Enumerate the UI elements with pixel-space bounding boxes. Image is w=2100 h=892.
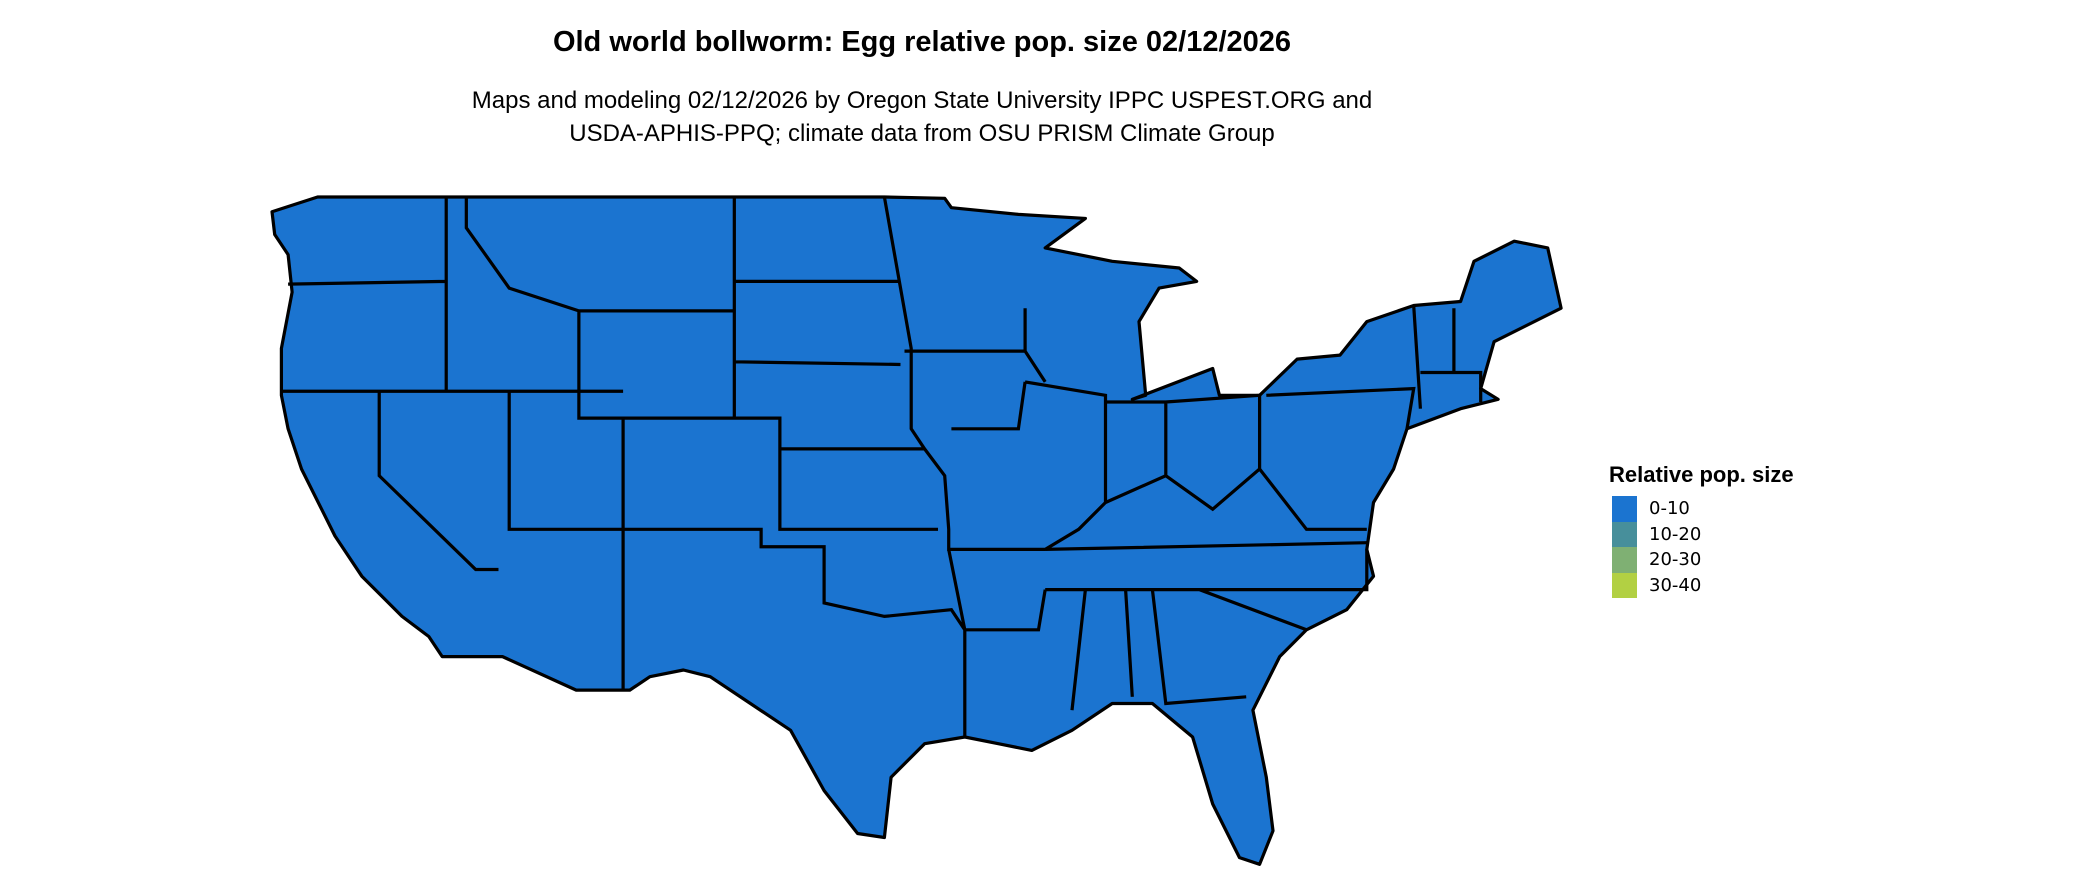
legend-swatch xyxy=(1612,547,1637,573)
legend-swatch xyxy=(1612,572,1637,598)
legend-title: Relative pop. size xyxy=(1609,462,1794,487)
subtitle-line-1: Maps and modeling 02/12/2026 by Oregon S… xyxy=(471,87,1373,114)
legend-label: 20-30 xyxy=(1649,549,1702,571)
subtitle-line-2: USDA-APHIS-PPQ; climate data from OSU PR… xyxy=(569,120,1275,147)
state-borders xyxy=(281,196,1483,738)
map-title: Old world bollworm: Egg relative pop. si… xyxy=(552,26,1292,58)
map-subtitle: Maps and modeling 02/12/2026 by Oregon S… xyxy=(0,84,1844,150)
legend-label: 0-10 xyxy=(1649,498,1690,520)
legend-item: 30-40 xyxy=(1609,572,1794,598)
legend-item: 0-10 xyxy=(1609,496,1794,522)
legend: Relative pop. size 0-10 10-20 20-30 30-4… xyxy=(1609,462,1794,598)
legend-swatch xyxy=(1612,521,1637,547)
legend-item: 20-30 xyxy=(1609,547,1794,573)
legend-item: 10-20 xyxy=(1609,521,1794,547)
legend-label: 30-40 xyxy=(1649,574,1702,596)
legend-label: 10-20 xyxy=(1649,523,1702,545)
legend-swatch xyxy=(1612,496,1637,522)
